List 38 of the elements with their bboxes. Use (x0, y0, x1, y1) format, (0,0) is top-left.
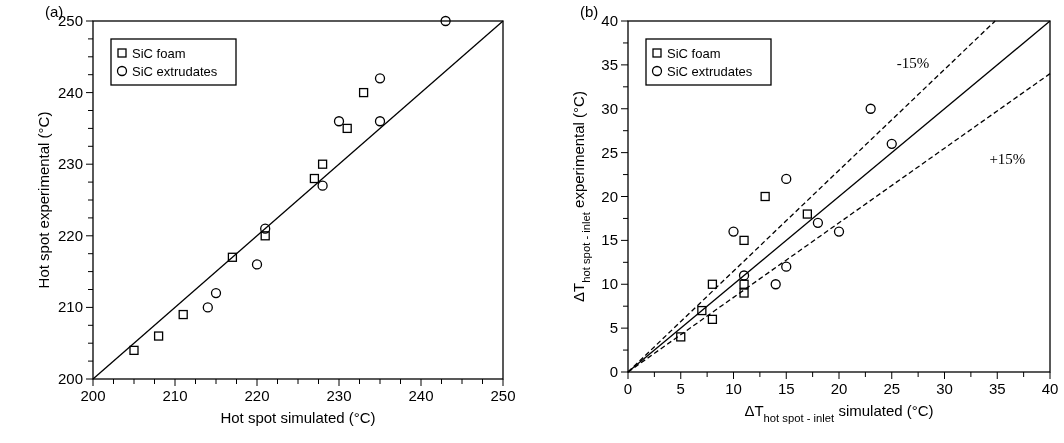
x-tick-label: 220 (244, 387, 270, 404)
x-tick-label: 230 (326, 387, 352, 404)
y-tick-label: 240 (57, 83, 83, 101)
y-tick-label: 210 (57, 298, 83, 316)
y-tick-label: 5 (609, 319, 618, 337)
legend-label: SiC extrudates (132, 64, 218, 79)
y-tick-label: 30 (601, 99, 618, 117)
legend-label: SiC foam (132, 46, 186, 61)
y-tick-label: 230 (57, 155, 83, 173)
x-tick-label: 40 (1041, 380, 1059, 397)
y-axis-title: Hot spot experimental (°C) (35, 111, 52, 289)
x-tick-label: 10 (725, 380, 742, 397)
y-tick-label: 10 (601, 275, 618, 293)
x-tick-label: 35 (988, 380, 1006, 397)
series-label: +15% (989, 151, 1026, 168)
y-tick-label: 20 (601, 187, 618, 205)
x-tick-label: 15 (777, 380, 795, 397)
x-tick-label: 210 (162, 387, 188, 404)
chart-title: (b) (580, 3, 599, 20)
y-tick-label: 40 (601, 12, 618, 29)
x-tick-label: 250 (490, 387, 516, 404)
x-axis-title: Hot spot simulated (°C) (220, 409, 376, 426)
y-tick-label: 220 (57, 226, 83, 244)
x-tick-label: 240 (408, 387, 434, 404)
x-tick-label: 25 (883, 380, 901, 397)
legend-label: SiC extrudates (667, 64, 753, 79)
y-tick-label: 15 (601, 231, 618, 249)
y-tick-label: 0 (609, 363, 618, 380)
legend-label: SiC foam (667, 46, 721, 61)
series-label: -15% (896, 55, 930, 72)
x-tick-label: 5 (676, 380, 685, 397)
x-tick-label: 200 (80, 387, 106, 404)
y-tick-label: 25 (601, 143, 618, 161)
x-axis-title: ΔT$_{hot spot - inlet}$ simulated (°C) (744, 402, 934, 424)
x-tick-label: 0 (623, 380, 633, 397)
x-tick-label: 20 (830, 380, 848, 397)
x-tick-label: 30 (936, 380, 953, 397)
y-tick-label: 35 (601, 55, 618, 73)
